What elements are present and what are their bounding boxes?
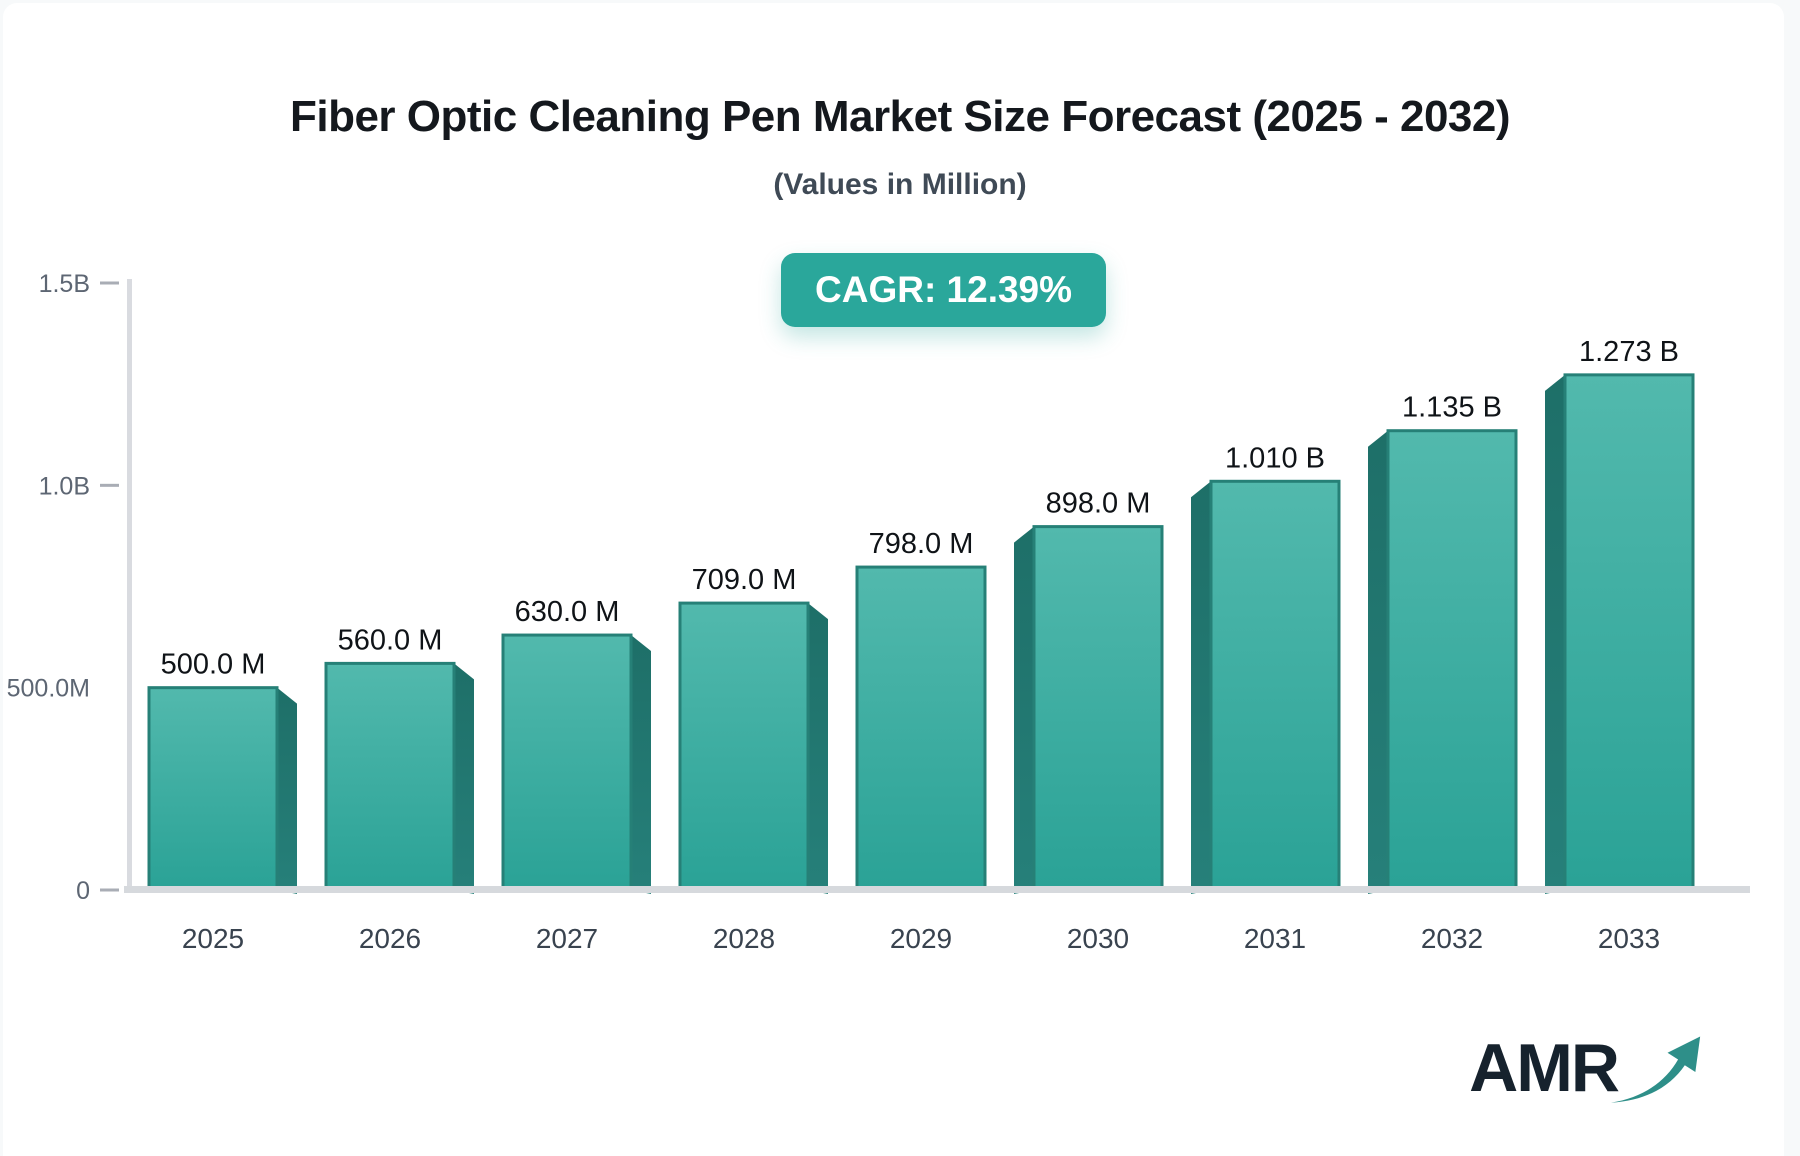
y-tick-mark [100, 888, 119, 892]
bar-2031[interactable] [1209, 479, 1341, 892]
bar-side-2031 [1191, 481, 1211, 894]
bar-side-2025 [277, 687, 297, 894]
x-axis-label-2031: 2031 [1244, 923, 1306, 954]
cagr-badge: CAGR: 12.39% [781, 253, 1107, 327]
x-axis-label-2026: 2026 [359, 923, 421, 954]
y-tick-mark [100, 281, 119, 285]
bar-value-label: 1.273 B [1579, 336, 1679, 368]
x-axis-label-2028: 2028 [713, 923, 775, 954]
bar-side-2032 [1368, 430, 1388, 894]
bar-2030[interactable] [1032, 525, 1164, 892]
y-axis-label: 1.0B [39, 472, 90, 500]
x-axis-label-2032: 2032 [1421, 923, 1483, 954]
x-axis-label-2030: 2030 [1067, 923, 1129, 954]
chart-title: Fiber Optic Cleaning Pen Market Size For… [289, 92, 1511, 141]
bar-2025[interactable] [147, 686, 279, 892]
bar-2033[interactable] [1563, 373, 1695, 892]
bar-value-label: 1.010 B [1225, 442, 1325, 474]
bar-value-label: 630.0 M [515, 596, 620, 628]
bar-2026[interactable] [324, 661, 456, 892]
bar-value-label: 898.0 M [1046, 488, 1151, 520]
bar-value-label: 709.0 M [692, 564, 797, 596]
bar-2029[interactable] [855, 565, 987, 892]
chart-subtitle: (Values in Million) [773, 168, 1027, 201]
bar-2028[interactable] [678, 601, 810, 892]
y-axis-label: 500.0M [7, 675, 90, 703]
bar-2027[interactable] [501, 633, 633, 892]
x-axis-label-2029: 2029 [890, 923, 952, 954]
bar-side-2027 [631, 635, 651, 894]
x-axis-line [124, 886, 1750, 893]
bar-value-label: 1.135 B [1402, 392, 1502, 424]
amr-logo-text: AMR [1469, 1030, 1620, 1106]
x-axis-label-2025: 2025 [182, 923, 244, 954]
bar-side-2033 [1545, 374, 1565, 894]
trend-up-arrow-icon [1610, 1036, 1701, 1103]
bar-side-2030 [1014, 526, 1034, 894]
y-axis-line [127, 279, 132, 893]
bar-side-2026 [454, 663, 474, 894]
x-axis-label-2027: 2027 [536, 923, 598, 954]
x-axis-label-2033: 2033 [1598, 923, 1660, 954]
amr-logo: AMR [1469, 1022, 1704, 1114]
y-axis-label: 1.5B [39, 270, 90, 298]
bar-value-label: 560.0 M [338, 624, 443, 656]
y-axis-label: 0 [76, 877, 90, 905]
bar-side-2028 [808, 603, 828, 894]
bar-value-label: 798.0 M [869, 528, 974, 560]
bar-value-label: 500.0 M [161, 649, 266, 681]
bar-2032[interactable] [1386, 429, 1518, 892]
y-tick-mark [100, 483, 119, 487]
